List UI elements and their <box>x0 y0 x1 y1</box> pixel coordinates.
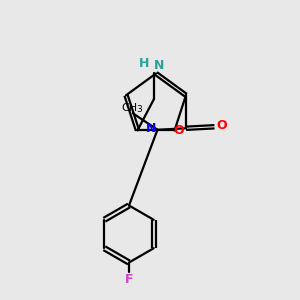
Text: N: N <box>154 59 165 73</box>
Text: O: O <box>173 124 184 137</box>
Text: F: F <box>125 273 133 286</box>
Text: 3: 3 <box>136 105 142 114</box>
Text: CH: CH <box>121 103 137 113</box>
Text: O: O <box>217 119 227 132</box>
Text: N: N <box>146 122 156 135</box>
Text: H: H <box>139 57 150 70</box>
